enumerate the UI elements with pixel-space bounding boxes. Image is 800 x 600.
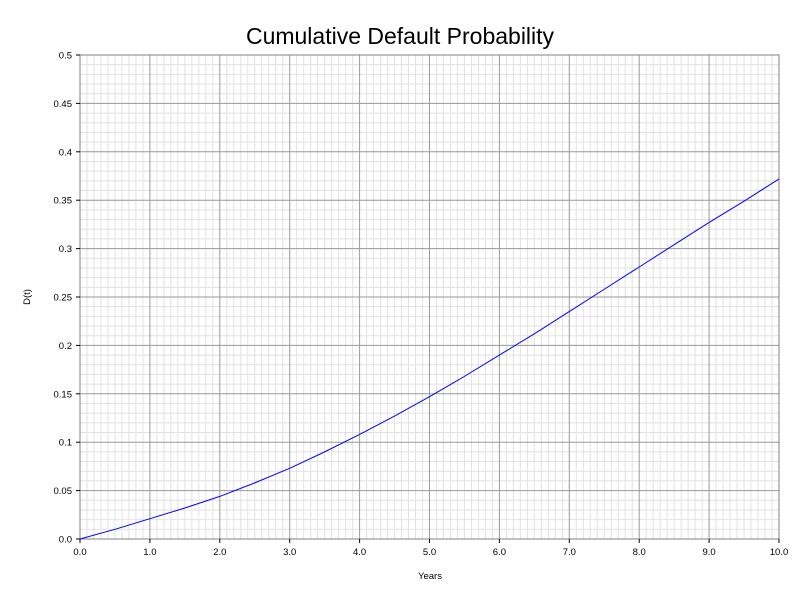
y-tick-label: 0.5 [59,51,72,62]
x-tick-label: 8.0 [633,547,646,558]
x-tick-label: 6.0 [493,547,506,558]
x-tick-label: 9.0 [702,547,715,558]
x-tick-label: 7.0 [563,547,576,558]
x-tick-label: 5.0 [423,547,436,558]
y-tick-label: 0.35 [54,196,73,207]
chart-title: Cumulative Default Probability [246,23,555,49]
y-tick-label: 0.1 [59,438,72,449]
y-tick-label: 0.25 [54,293,73,304]
x-axis-ticks: 0.0 1.0 2.0 3.0 4.0 5.0 6.0 7.0 8.0 9.0 10.0 [73,539,788,558]
series-line [79,178,780,540]
x-tick-label: 0.0 [73,547,86,558]
y-tick-label: 0.3 [59,244,72,255]
y-tick-label: 0.4 [59,147,72,158]
y-tick-label: 0.05 [54,486,73,497]
series-group [79,178,780,540]
y-tick-label: 0.15 [54,389,73,400]
y-tick-label: 0.45 [54,99,73,110]
y-tick-label: 0.2 [59,341,72,352]
y-tick-label: 0.0 [59,535,72,546]
x-tick-label: 1.0 [143,547,156,558]
x-tick-label: 3.0 [283,547,296,558]
x-tick-label: 2.0 [213,547,226,558]
x-axis-label: Years [418,571,442,582]
y-axis-ticks: 0.0 0.05 0.1 0.15 0.2 0.25 0.3 0.35 0.4 0.45 0.5 [54,51,80,546]
x-tick-label: 10.0 [770,547,789,558]
y-axis-label: D(t) [22,289,33,305]
x-tick-label: 4.0 [353,547,366,558]
